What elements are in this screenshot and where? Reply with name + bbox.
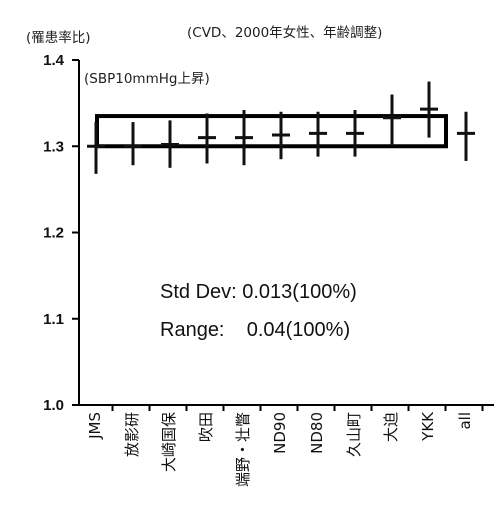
y-tick-label: 1.4 <box>43 52 65 69</box>
y-tick-label: 1.0 <box>43 397 64 414</box>
y-ticks: 1.0 1.1 1.2 1.3 1.4 <box>43 52 79 414</box>
range-band <box>95 114 448 149</box>
x-tick-label: all <box>456 412 474 430</box>
x-tick-label: 大迫 <box>382 412 400 442</box>
y-tick-label: 1.1 <box>43 311 64 328</box>
x-tick-label: ND90 <box>271 412 289 454</box>
x-tick-label: 大崎国保 <box>160 412 178 472</box>
x-tick-label: JMS <box>86 412 104 440</box>
x-tick-label: 放影研 <box>123 412 141 457</box>
annotation-std-dev: Std Dev: 0.013(100%) <box>160 281 357 303</box>
chart-title: (CVD、2000年女性、年齢調整) <box>187 24 382 41</box>
x-tick-label: 端野・壮瞥 <box>234 412 252 487</box>
annotation-range: Range: 0.04(100%) <box>160 319 350 341</box>
y-tick-label: 1.2 <box>43 225 64 242</box>
y-axis-label: (罹患率比) <box>26 29 91 46</box>
x-tick-label: 吹田 <box>197 412 215 442</box>
y-tick-label: 1.3 <box>43 138 64 155</box>
chart-subtitle: (SBP10mmHg上昇) <box>84 71 210 87</box>
x-tick-label: 久山町 <box>345 412 363 457</box>
data-marks <box>87 81 475 174</box>
x-tick-label: YKK <box>419 411 437 442</box>
x-ticks: JMS 放影研 大崎国保 吹田 端野・壮瞥 ND90 ND80 久山町 大迫 YKK all <box>86 405 484 487</box>
x-tick-label: ND80 <box>308 412 326 454</box>
